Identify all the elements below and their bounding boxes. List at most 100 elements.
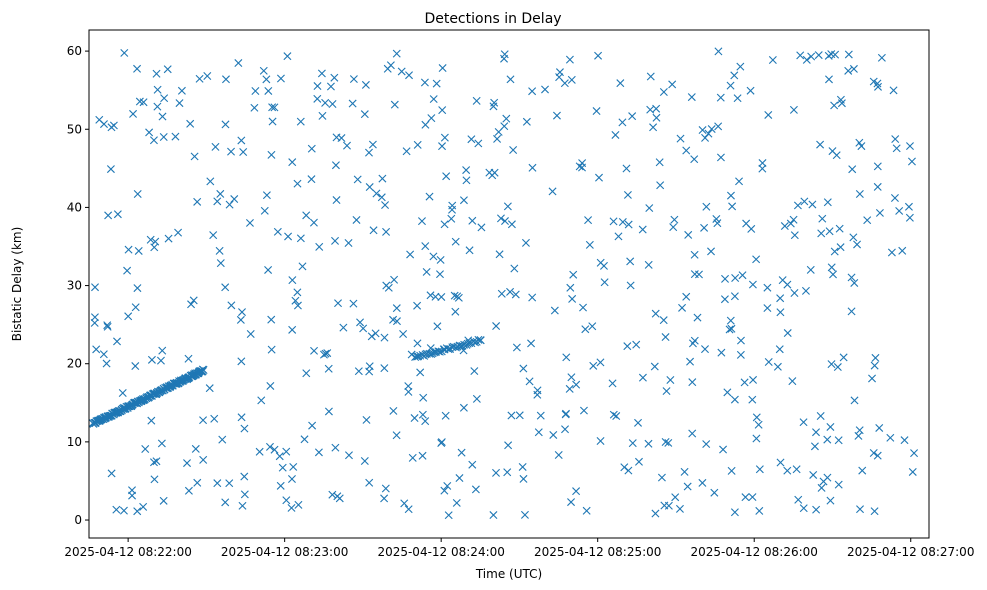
- detection-point: [616, 79, 625, 88]
- detection-point: [799, 418, 808, 427]
- detection-point: [289, 462, 298, 471]
- detection-point: [565, 55, 574, 64]
- detection-point: [701, 345, 709, 354]
- detection-point: [113, 337, 122, 346]
- detection-point: [101, 413, 110, 422]
- detection-point: [698, 478, 707, 487]
- detection-point: [720, 295, 729, 304]
- detection-point: [441, 411, 450, 420]
- detection-point: [191, 444, 200, 453]
- detection-point: [870, 361, 879, 370]
- detection-point: [565, 384, 574, 393]
- detection-point: [584, 216, 593, 225]
- detection-point: [509, 146, 518, 155]
- detection-point: [725, 325, 734, 334]
- detection-point: [365, 478, 374, 487]
- detection-point: [521, 238, 530, 247]
- x-tick-label: 2025-04-12 08:24:00: [377, 545, 504, 559]
- detection-point: [655, 158, 664, 167]
- detection-point: [447, 214, 456, 223]
- detection-point: [682, 292, 691, 301]
- detection-point: [579, 406, 588, 415]
- detection-point: [714, 122, 723, 131]
- y-tick-label: 30: [67, 279, 82, 293]
- detection-point: [293, 288, 302, 297]
- detection-point: [421, 242, 430, 251]
- detection-point: [792, 465, 801, 474]
- detection-point: [489, 511, 498, 520]
- detection-point: [690, 250, 699, 259]
- detection-point: [471, 485, 480, 494]
- detection-point: [451, 307, 460, 316]
- detection-point: [567, 373, 576, 382]
- detection-point: [596, 436, 605, 445]
- detection-point: [561, 425, 570, 434]
- detection-point: [240, 490, 249, 499]
- detection-point: [429, 252, 438, 261]
- detection-point: [731, 274, 740, 282]
- detection-point: [265, 442, 274, 451]
- detection-point: [251, 87, 260, 95]
- detection-point: [426, 291, 435, 300]
- detection-point: [150, 475, 159, 484]
- detection-point: [437, 438, 446, 447]
- data-points: [88, 47, 919, 520]
- detection-point: [435, 347, 444, 356]
- detection-point: [652, 113, 661, 122]
- detection-point: [645, 204, 654, 213]
- detection-point: [752, 413, 761, 422]
- detection-point: [250, 103, 259, 112]
- detection-point: [308, 421, 317, 430]
- detection-point: [826, 422, 835, 431]
- detection-point: [380, 364, 389, 373]
- detection-point: [525, 377, 534, 386]
- detection-point: [139, 502, 148, 511]
- detection-point: [427, 114, 436, 123]
- detection-point: [296, 234, 305, 243]
- detection-point: [796, 51, 805, 60]
- detection-point: [712, 214, 721, 223]
- detection-point: [418, 410, 427, 419]
- detection-point: [671, 493, 680, 502]
- detection-point: [240, 472, 249, 481]
- detection-point: [372, 189, 381, 198]
- detection-point: [380, 494, 389, 503]
- detection-point: [686, 357, 695, 366]
- detection-point: [298, 262, 307, 271]
- detection-point: [326, 82, 335, 91]
- detection-point: [454, 293, 463, 302]
- detection-point: [152, 69, 161, 78]
- detection-point: [895, 206, 904, 215]
- detection-point: [238, 501, 247, 510]
- detection-point: [444, 511, 453, 520]
- detection-point: [133, 64, 142, 73]
- detection-point: [163, 65, 172, 74]
- detection-point: [612, 412, 621, 421]
- plot-area-frame: [88, 29, 930, 539]
- detection-point: [164, 234, 173, 243]
- detection-point: [404, 505, 413, 514]
- detection-point: [877, 53, 886, 62]
- detection-point: [634, 457, 643, 466]
- detection-point: [638, 373, 647, 382]
- detection-point: [736, 336, 745, 345]
- detection-point: [871, 353, 880, 362]
- detection-point: [875, 423, 884, 432]
- detection-point: [270, 445, 279, 454]
- detection-point: [287, 503, 296, 512]
- detection-point: [670, 215, 679, 224]
- detection-point: [688, 429, 697, 438]
- detection-point: [830, 101, 839, 110]
- detection-point: [817, 229, 826, 238]
- detection-point: [328, 99, 337, 108]
- detection-point: [801, 286, 810, 295]
- detection-point: [333, 492, 342, 501]
- detection-point: [858, 466, 867, 475]
- detection-point: [664, 438, 673, 447]
- detection-point: [264, 265, 273, 274]
- detection-point: [459, 196, 468, 205]
- detection-point: [748, 395, 757, 404]
- detection-point: [255, 447, 264, 456]
- detection-point: [186, 119, 195, 128]
- detection-point: [404, 387, 413, 396]
